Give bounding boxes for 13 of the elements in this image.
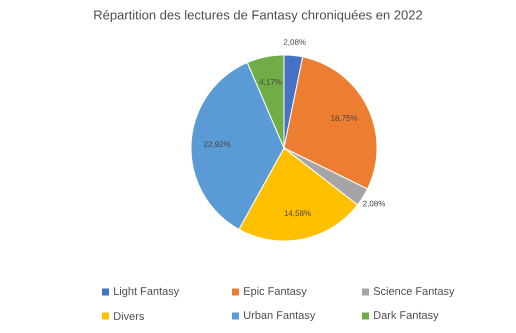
legend-label: Epic Fantasy	[244, 286, 307, 298]
data-label: 14,58%	[284, 210, 311, 217]
chart-title: Répartition des lectures de Fantasy chroniquées en 2022	[94, 10, 422, 22]
data-label: 2,08%	[363, 200, 386, 208]
legend-label: Science Fantasy	[374, 286, 454, 298]
legend-label: Light Fantasy	[114, 286, 180, 298]
data-label: 2,08%	[284, 39, 306, 46]
legend-label: Dark Fantasy	[374, 310, 439, 322]
data-label: 18,75%	[331, 115, 358, 122]
legend-label: Divers	[114, 312, 144, 320]
data-label: 22,92%	[204, 141, 230, 148]
legend-label: Urban Fantasy	[244, 310, 316, 322]
data-label: 4,17%	[259, 79, 282, 86]
